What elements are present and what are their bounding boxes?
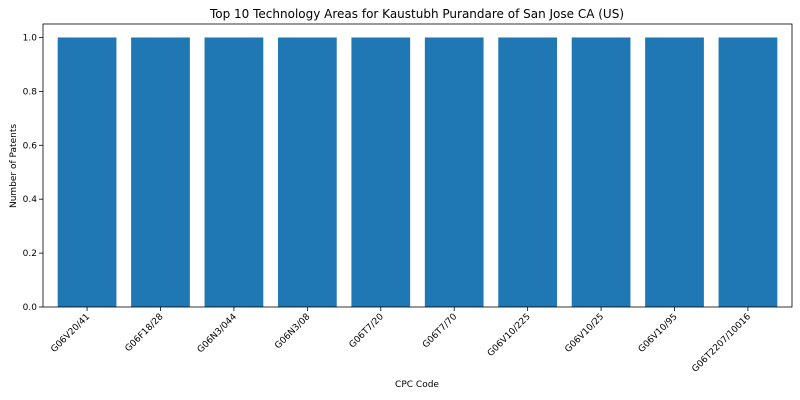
x-tick-label: G06V10/25 (563, 312, 606, 355)
y-axis-label: Number of Patents (9, 124, 19, 208)
bar-G06T7/20 (351, 37, 410, 307)
y-axis: 0.0 0.2 0.4 0.6 0.8 1.0 (23, 33, 43, 313)
bar-G06N3/044 (205, 37, 264, 307)
x-tick-label: G06N3/044 (196, 312, 239, 355)
y-tick-label: 0.8 (23, 87, 38, 97)
bar-G06F18/28 (131, 37, 190, 307)
bar-G06T7/70 (425, 37, 484, 307)
bar-G06V10/95 (645, 37, 704, 307)
y-tick-label: 0.4 (23, 195, 38, 205)
x-tick-label: G06F18/28 (124, 312, 166, 354)
y-tick-label: 0.6 (23, 141, 38, 151)
chart-title: Top 10 Technology Areas for Kaustubh Pur… (209, 7, 624, 21)
bar-G06V10/225 (498, 37, 557, 307)
x-axis: G06V20/41 G06F18/28 G06N3/044 G06N3/08 G06T7… (49, 307, 753, 375)
x-tick-label: G06N3/08 (273, 312, 312, 351)
x-axis-label: CPC Code (395, 380, 439, 390)
y-tick-label: 0.0 (23, 303, 38, 313)
x-tick-label: G06V10/225 (486, 312, 533, 359)
y-tick-label: 1.0 (23, 33, 38, 43)
x-tick-label: G06V20/41 (49, 312, 92, 355)
x-tick-label: G06T7/70 (421, 312, 459, 350)
bar-G06V10/25 (572, 37, 631, 307)
x-tick-label: G06T7/20 (348, 312, 386, 350)
bar-G06N3/08 (278, 37, 337, 307)
y-tick-label: 0.2 (23, 249, 37, 259)
bars-group (58, 37, 778, 307)
bar-G06V20/41 (58, 37, 117, 307)
x-tick-label: G06T2207/10016 (690, 312, 753, 375)
x-tick-label: G06V10/95 (637, 312, 680, 355)
bar-G06T2207/10016 (719, 37, 778, 307)
